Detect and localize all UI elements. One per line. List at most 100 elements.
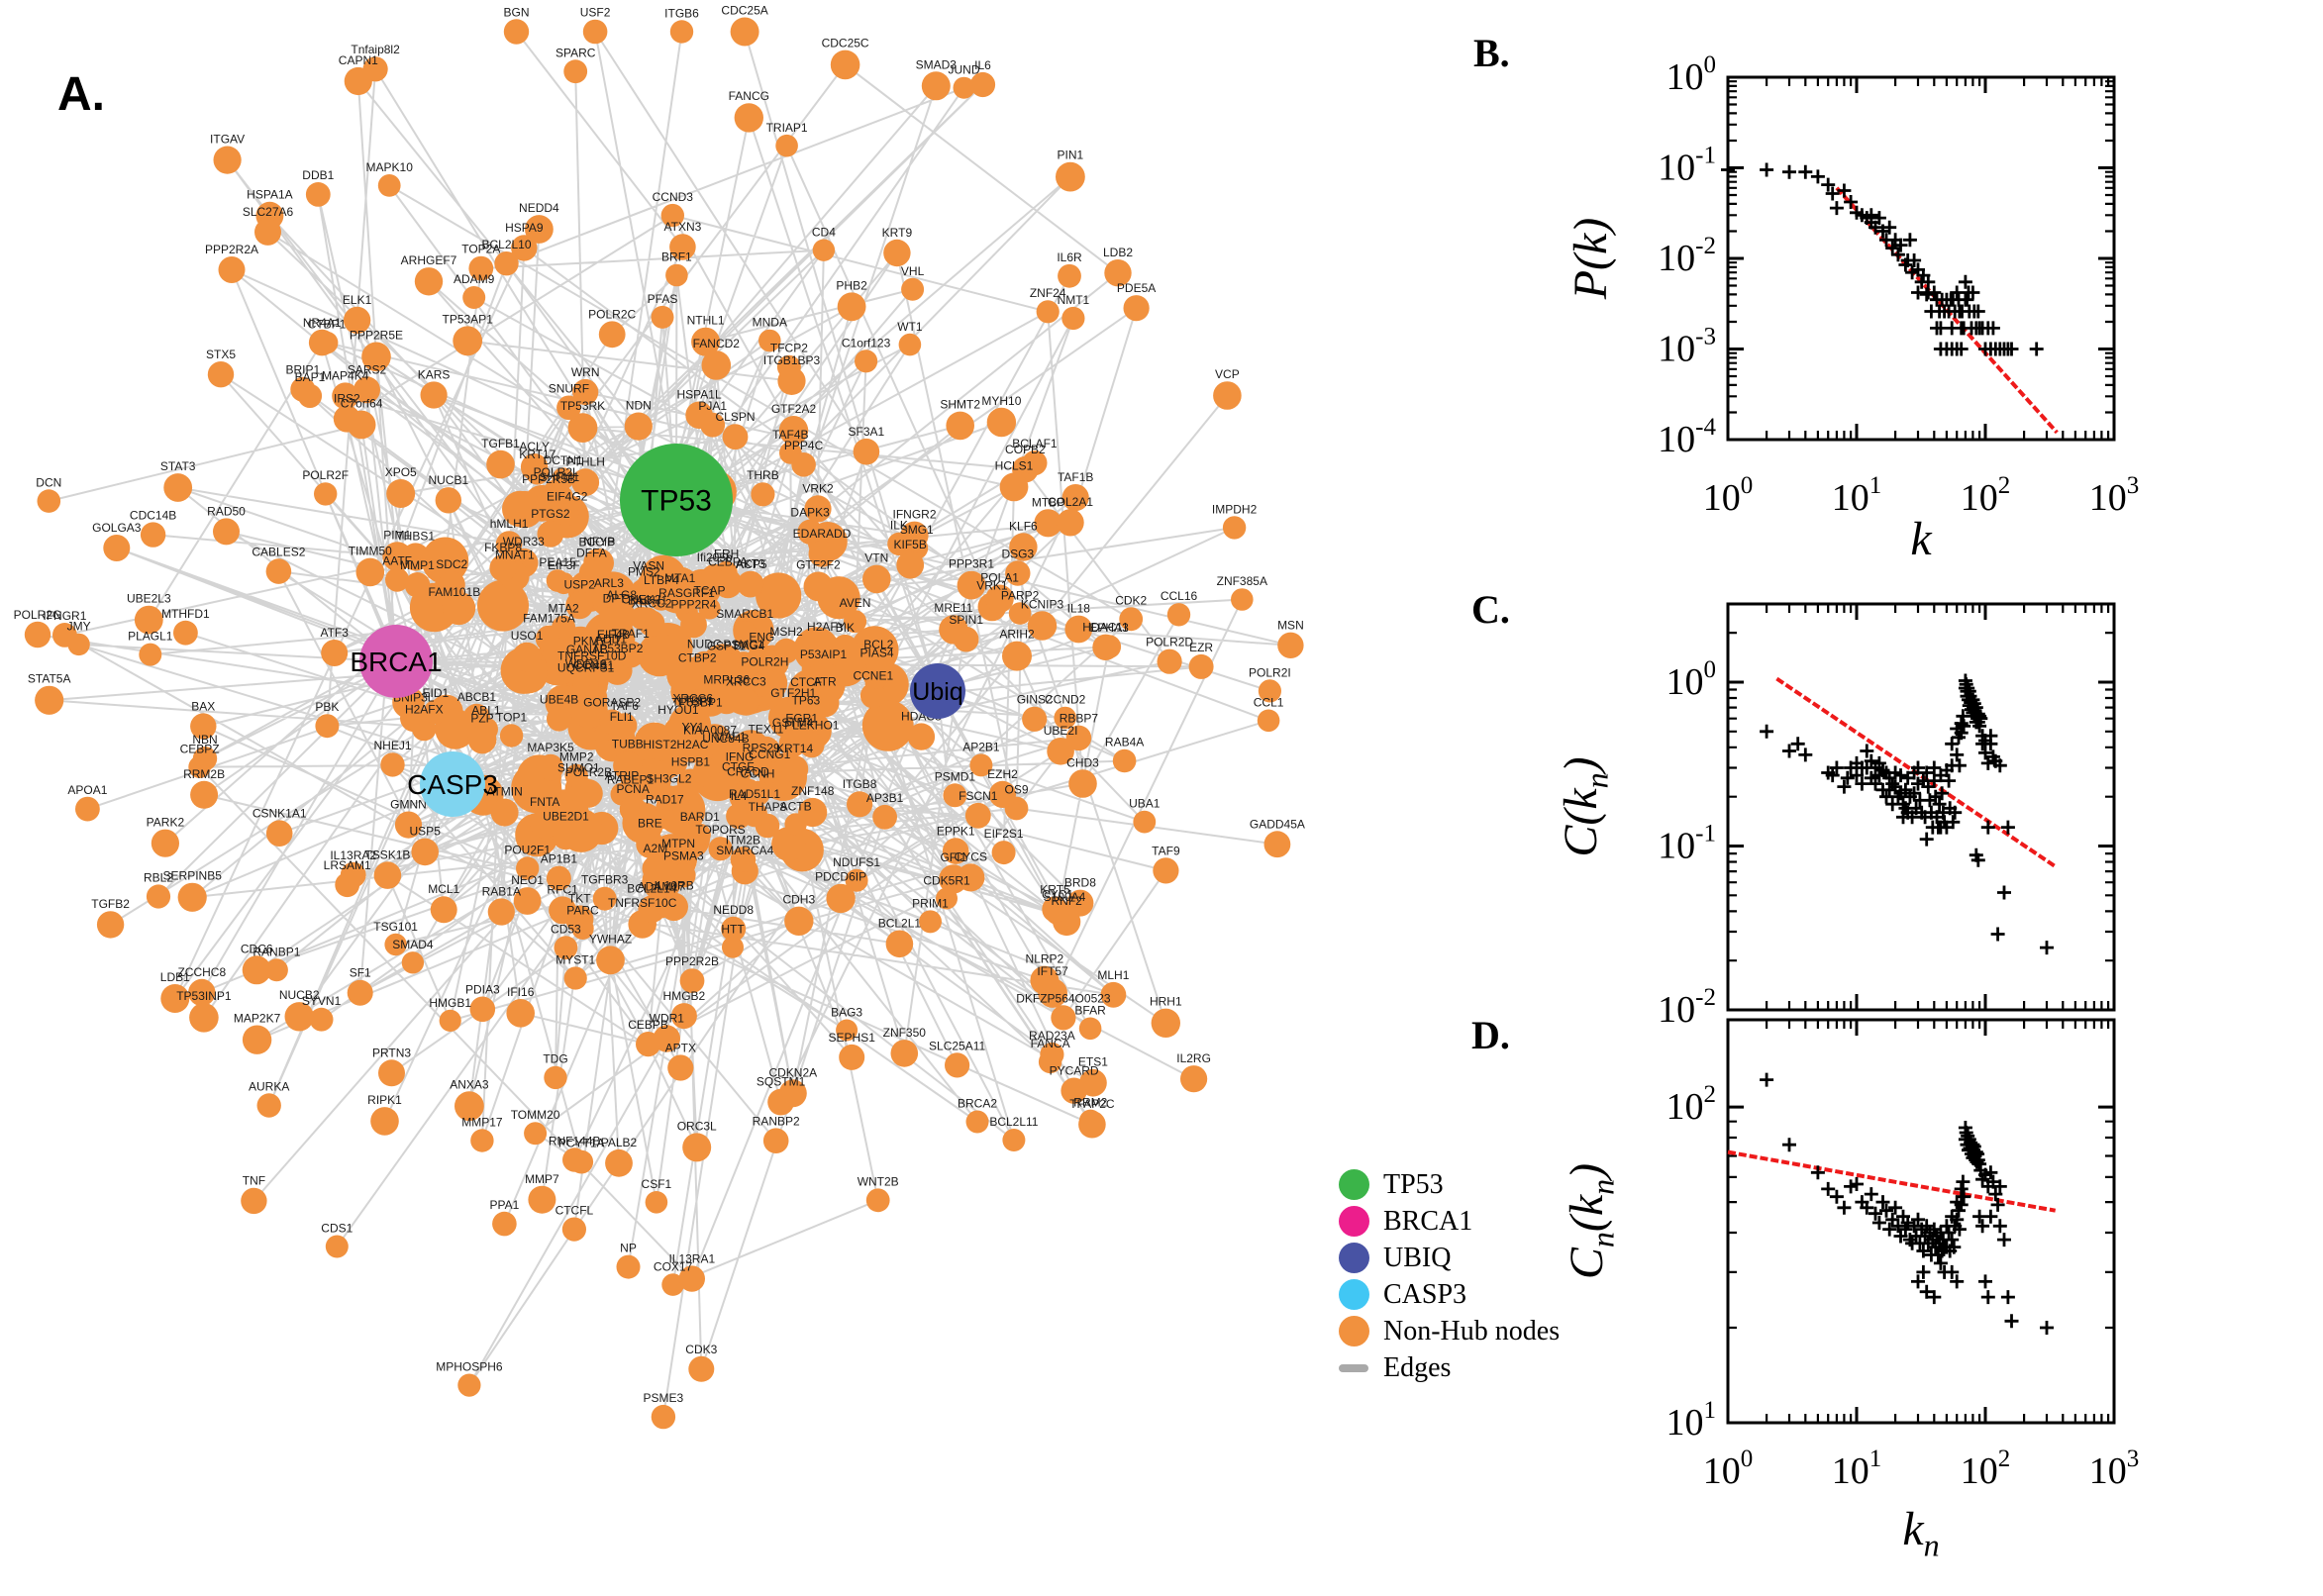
gene-label: RABEP1	[607, 773, 655, 787]
gene-node	[439, 1009, 461, 1032]
gene-label: UQCRFS1	[557, 661, 615, 675]
gene-label: THRB	[747, 468, 779, 482]
gene-label: IL10RB	[655, 879, 694, 893]
gene-label: RAB1A	[482, 884, 521, 898]
gene-label: TP53AP1	[443, 312, 494, 326]
gene-node	[139, 643, 162, 666]
gene-label: NEDD8	[713, 903, 754, 917]
gene-node	[284, 1002, 314, 1032]
gene-node	[837, 292, 866, 322]
gene-label: PSME3	[644, 1391, 684, 1405]
gene-node	[751, 668, 779, 697]
network-legend: TP53 BRCA1 UBIQ CASP3 Non-Hub nodes Edge…	[1339, 1166, 1560, 1386]
gene-node	[563, 59, 588, 84]
gene-label: APTX	[665, 1041, 696, 1054]
gene-label: CDS1	[321, 1222, 353, 1236]
gene-node	[605, 1148, 633, 1177]
gene-label: HSPA1L	[677, 388, 722, 402]
gene-label: USF2	[580, 6, 611, 20]
gene-label: RPS29	[743, 742, 780, 755]
gene-label: BCL2	[863, 638, 893, 651]
gene-node	[401, 951, 425, 974]
gene-label: GTF2H1	[770, 686, 816, 700]
gene-label: XRCC6	[672, 691, 713, 705]
gene-node	[865, 650, 891, 677]
legend-item-casp3: CASP3	[1339, 1276, 1560, 1313]
gene-label: ZNF24	[1030, 286, 1066, 300]
hub-label: Ubiq	[912, 678, 962, 706]
gene-label: GORASP2	[583, 696, 641, 710]
gene-node	[691, 327, 721, 356]
gene-label: SF3A1	[849, 425, 885, 439]
gene-label: TEX11	[749, 723, 784, 737]
scatter-points	[1760, 673, 2054, 955]
gene-label: NP	[620, 1242, 637, 1255]
gene-label: UBE2D1	[543, 809, 589, 823]
gene-node	[343, 306, 371, 335]
hub-label: TP53	[641, 485, 712, 518]
gene-node	[1042, 896, 1068, 923]
gene-label: RIPK1	[367, 1093, 402, 1107]
gene-label: TSG101	[373, 920, 418, 934]
gene-label: PPP2R5E	[350, 329, 403, 343]
network-nodes	[24, 17, 1304, 1430]
gene-node	[670, 1003, 697, 1030]
gene-node	[404, 572, 431, 598]
gene-node	[512, 642, 542, 672]
gene-label: BCCIP	[578, 535, 615, 549]
gene-node	[1157, 648, 1182, 674]
gene-label: MYST1	[556, 952, 595, 966]
gene-label: CTCFL	[556, 1204, 594, 1218]
gene-label: NFYB	[583, 535, 615, 549]
plot-frame	[1726, 75, 2116, 442]
gene-label: IFNGR1	[43, 609, 86, 623]
gene-label: POLA1	[980, 571, 1019, 585]
gene-label: TNF	[243, 1174, 265, 1188]
gene-node	[661, 1273, 684, 1296]
gene-label: TGFB1	[481, 437, 520, 450]
gene-node	[1057, 509, 1084, 537]
gene-label: NDUFS1	[833, 855, 880, 869]
gene-label: CSF1	[642, 1177, 672, 1191]
gene-label: TGFB2	[91, 897, 130, 911]
gene-label: PIAS4	[859, 646, 893, 659]
gene-node	[377, 174, 401, 197]
gene-node	[1065, 725, 1092, 751]
svg-text:Cn(kn): Cn(kn)	[1561, 1163, 1621, 1279]
gene-label: TAF6	[610, 699, 639, 713]
gene-node	[1002, 641, 1032, 671]
gene-label: H2AFX	[405, 703, 444, 717]
gene-label: CDC14B	[130, 508, 176, 522]
gene-label: IL13RA1	[668, 1251, 715, 1265]
gene-node	[700, 412, 726, 438]
gene-node	[549, 896, 577, 925]
gene-label: IFNG	[726, 749, 755, 763]
gene-label: TP53BP1	[671, 695, 723, 709]
gene-node	[563, 966, 587, 990]
gene-node	[791, 452, 816, 477]
gene-label: FNTA	[530, 795, 559, 809]
gene-label: NMT1	[1058, 293, 1090, 307]
gene-label: STAT3	[160, 459, 196, 473]
gene-node	[656, 785, 682, 811]
gene-label: TIMM50	[349, 545, 392, 558]
gene-label: NDN	[626, 399, 652, 413]
gene-label: UBE2I	[1044, 724, 1078, 738]
gene-node	[734, 103, 763, 133]
gene-node	[969, 71, 996, 98]
gene-label: TFAP2C	[1069, 1097, 1115, 1111]
gene-node	[1078, 1017, 1102, 1041]
gene-label: WNT2B	[858, 1174, 899, 1188]
gene-label: KRT9	[882, 226, 913, 240]
gene-label: BRD8	[1064, 876, 1096, 890]
gene-node	[814, 633, 839, 658]
gene-node	[411, 838, 440, 866]
gene-node	[1119, 607, 1144, 632]
gene-label: TGFBR3	[581, 873, 629, 887]
svg-text:10-2: 10-2	[1658, 984, 1716, 1031]
gene-label: WDR1	[650, 1011, 685, 1025]
gene-node	[443, 599, 466, 622]
gene-node	[189, 1003, 219, 1033]
gene-label: CCND3	[653, 190, 694, 204]
svg-text:102: 102	[1961, 472, 2011, 519]
